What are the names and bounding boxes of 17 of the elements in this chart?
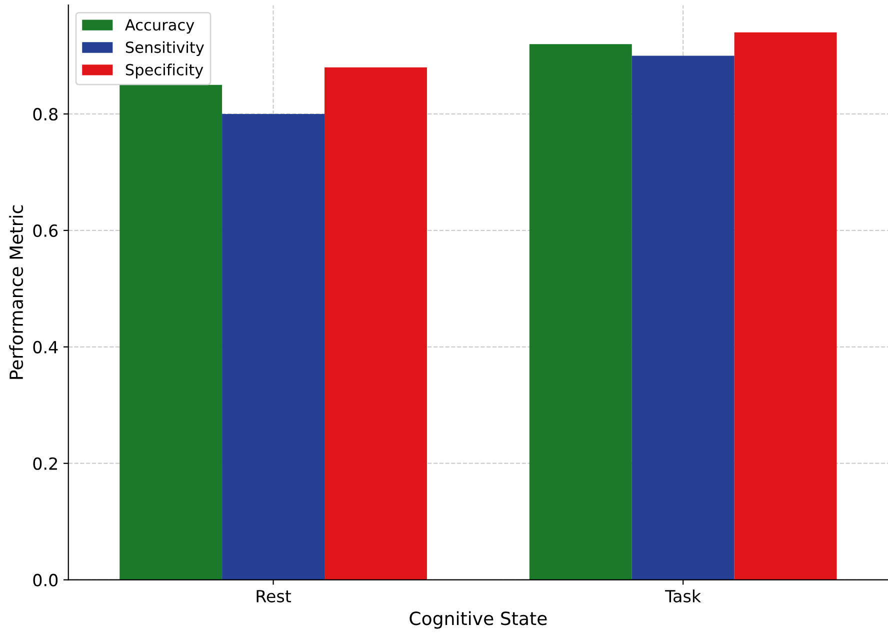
x-tick-label: Task bbox=[665, 590, 702, 602]
legend-label: Specificity bbox=[126, 64, 204, 78]
y-tick-label: 0.6 bbox=[33, 224, 58, 237]
bar bbox=[222, 114, 325, 580]
legend-label: Sensitivity bbox=[126, 41, 204, 56]
y-tick-label: 0.8 bbox=[33, 108, 58, 121]
x-tick-label: Rest bbox=[256, 590, 292, 602]
bar bbox=[529, 44, 632, 580]
y-tick-label: 0.2 bbox=[33, 457, 57, 470]
x-axis-title: Cognitive State bbox=[410, 611, 547, 629]
legend-label: Accuracy bbox=[125, 19, 194, 34]
y-tick-label: 0.0 bbox=[33, 574, 58, 586]
bar bbox=[734, 32, 837, 580]
y-tick-label: 0.4 bbox=[33, 340, 58, 354]
bar bbox=[324, 67, 427, 580]
y-axis-title: Performance Metric bbox=[9, 205, 24, 379]
bar bbox=[632, 56, 734, 580]
